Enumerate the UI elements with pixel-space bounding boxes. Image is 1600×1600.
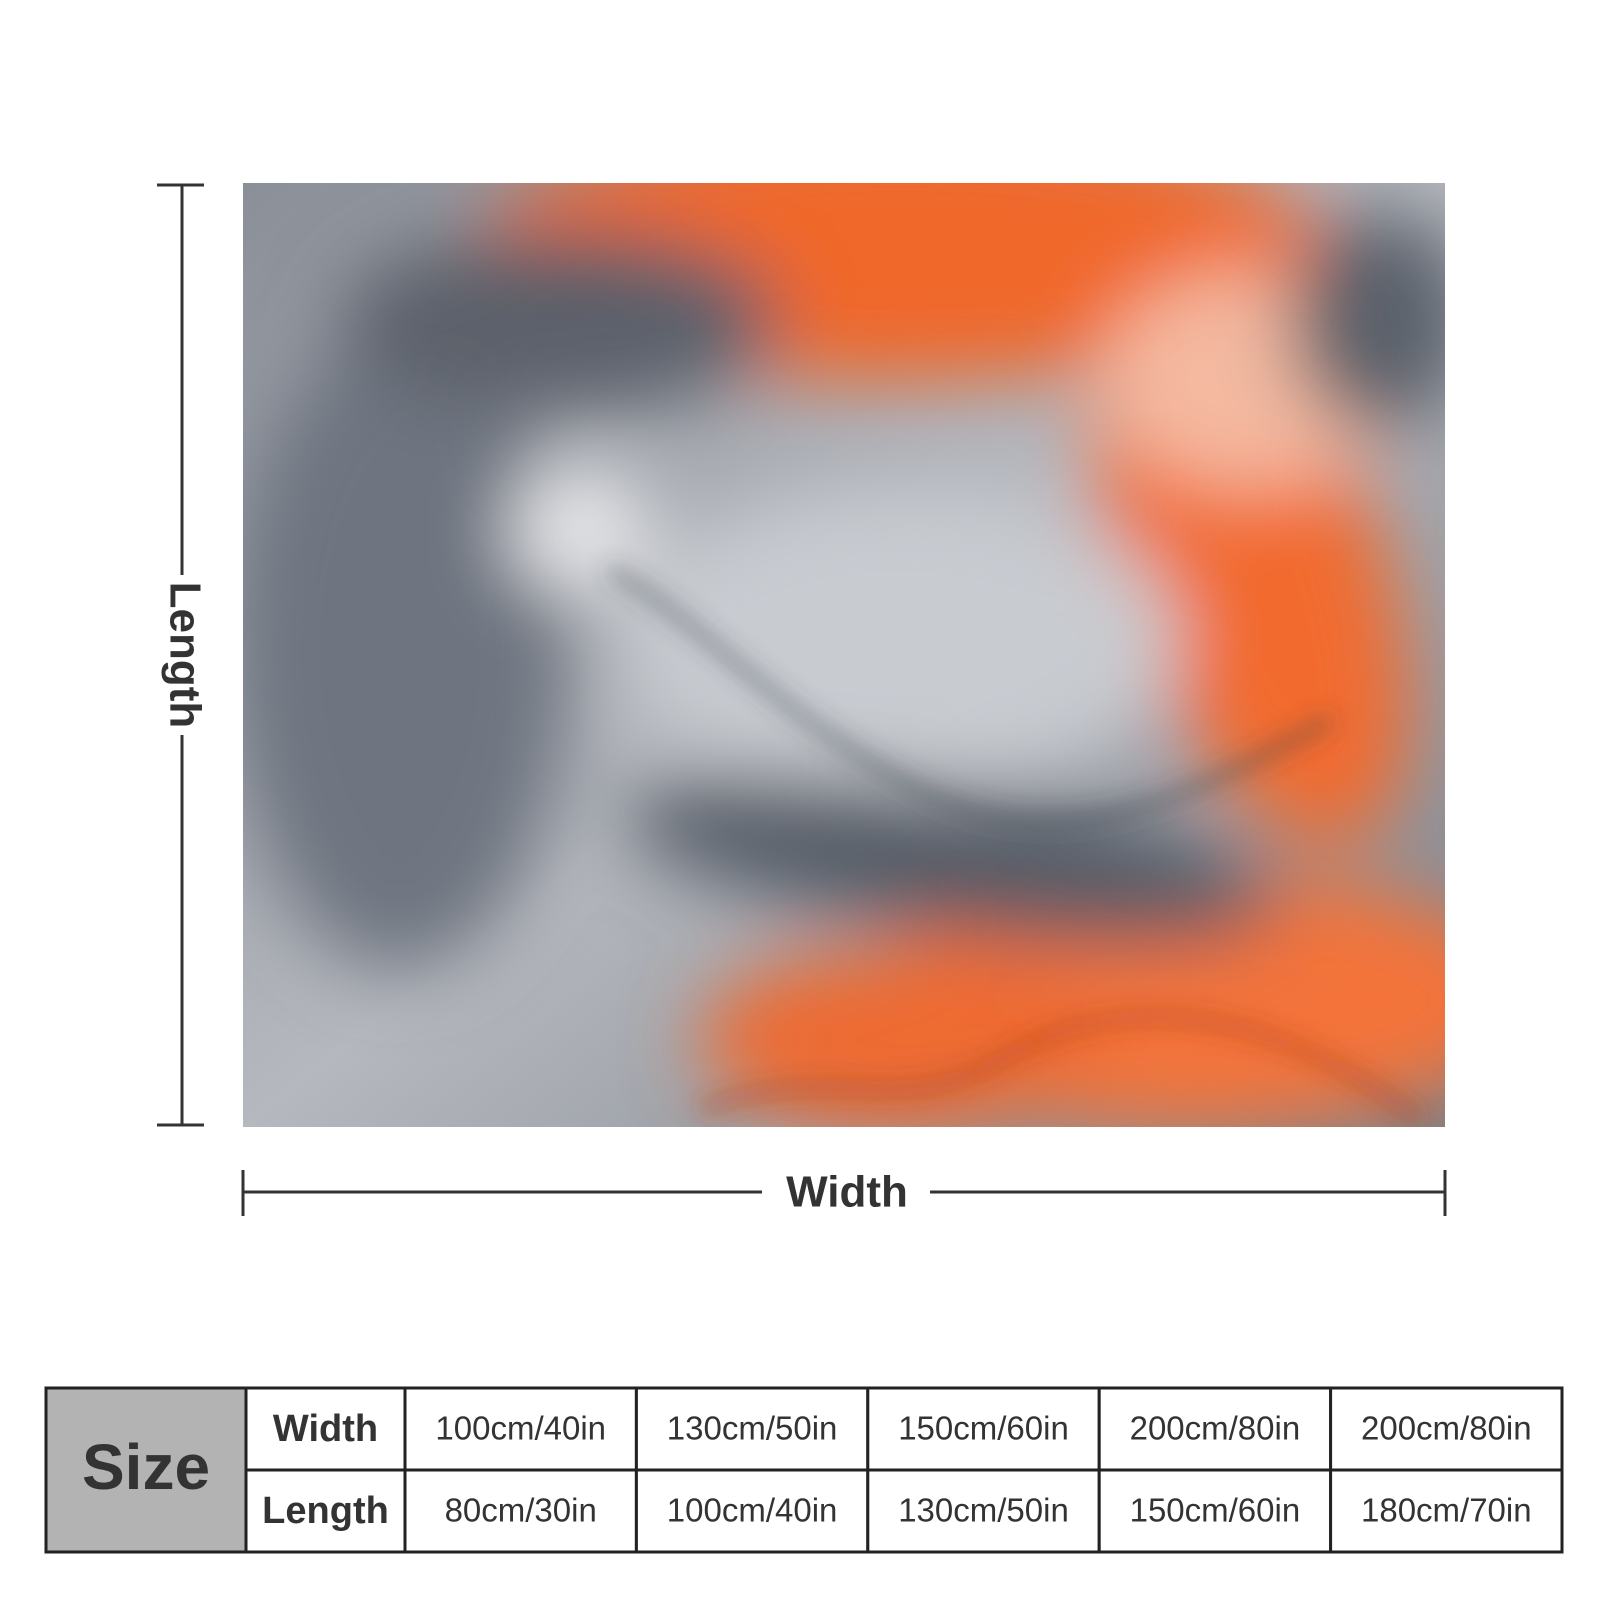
size-table: Size Width 100cm/40in 130cm/50in 150cm/60in…: [44, 1386, 1564, 1554]
table-cell-text: 200cm/80in: [1130, 1410, 1301, 1447]
table-cell: [1097, 1386, 1333, 1472]
width-label: Width: [786, 1168, 908, 1217]
artwork: [243, 183, 1445, 1127]
table-cell: [403, 1468, 638, 1554]
table-cell: [866, 1468, 1101, 1554]
table-cell-text: 150cm/60in: [898, 1410, 1069, 1447]
table-cell-text: 150cm/60in: [1130, 1492, 1301, 1529]
table-row-label-cell: [244, 1468, 407, 1554]
length-dimension: Length: [157, 183, 209, 1127]
table-cell: [1329, 1386, 1564, 1472]
table-cell: [634, 1386, 870, 1472]
table-cell-text: 130cm/50in: [898, 1492, 1069, 1529]
table-cell-text: 130cm/50in: [667, 1410, 838, 1447]
table-cell: [866, 1386, 1101, 1472]
table-cell: [1329, 1468, 1564, 1554]
table-cell: [634, 1468, 870, 1554]
table-cell: [1097, 1468, 1333, 1554]
table-cell-text: 200cm/80in: [1361, 1410, 1532, 1447]
length-label: Length: [160, 582, 209, 729]
table-row-label: Width: [273, 1408, 378, 1450]
table-cell-text: 100cm/40in: [435, 1410, 606, 1447]
table-cell-text: 180cm/70in: [1361, 1492, 1532, 1529]
table-header: Size: [82, 1431, 210, 1503]
table-cell-text: 100cm/40in: [667, 1492, 838, 1529]
table-row-label: Length: [262, 1490, 389, 1532]
table-cell-text: 80cm/30in: [445, 1492, 597, 1529]
width-dimension: Width: [241, 1168, 1447, 1217]
